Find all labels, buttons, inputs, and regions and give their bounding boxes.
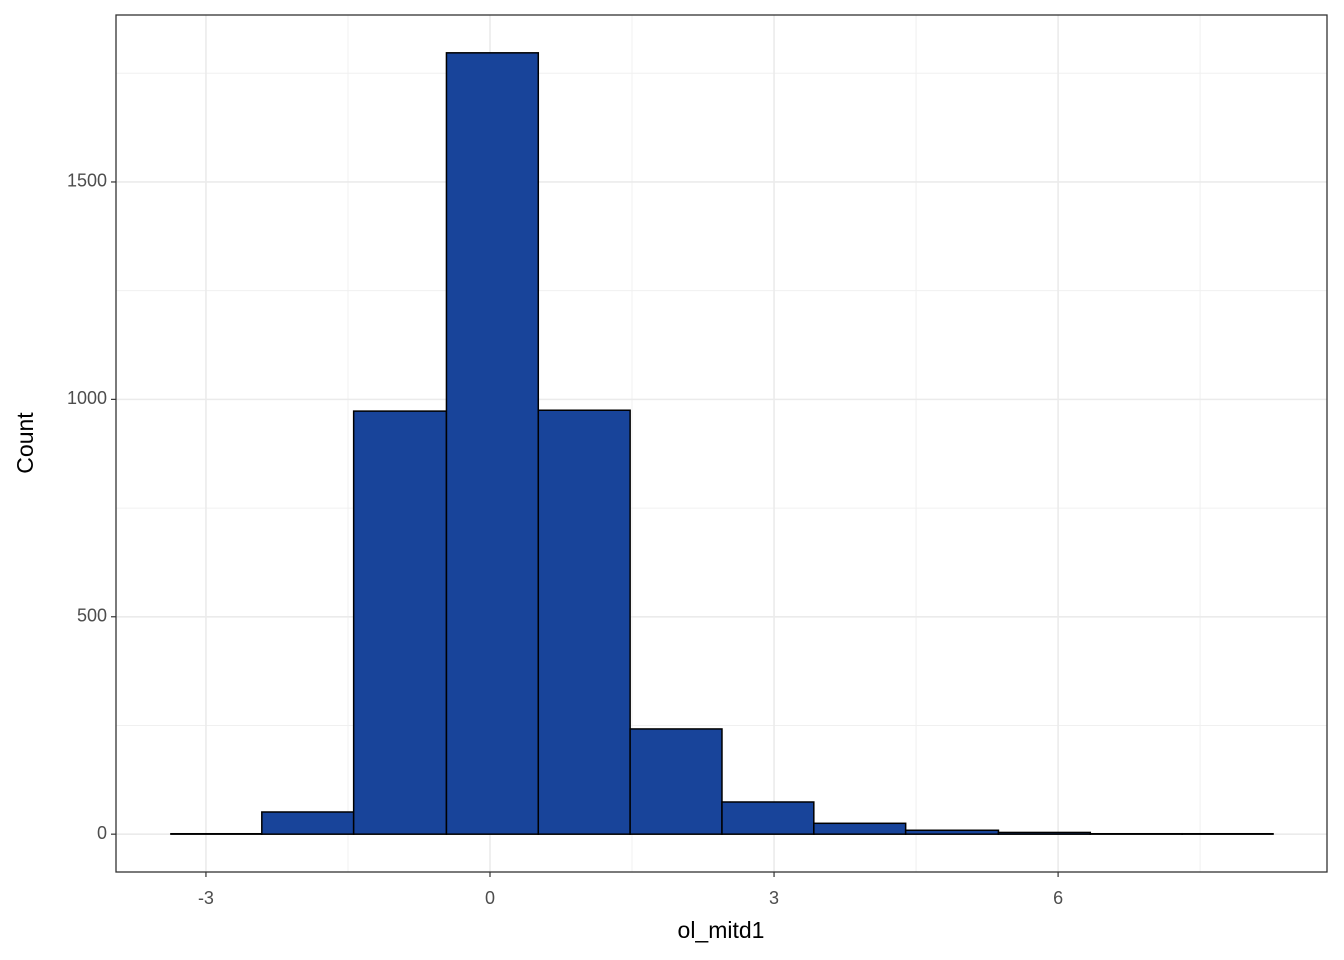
x-tick-label: 3 [769, 888, 779, 908]
bar [904, 829, 1000, 835]
bar [997, 831, 1092, 835]
bar [629, 728, 723, 835]
x-tick-label: -3 [198, 888, 214, 908]
y-axis-label: Count [12, 412, 38, 474]
bar [352, 410, 448, 835]
bar [261, 811, 355, 835]
bar [445, 52, 540, 835]
y-tick-label: 0 [97, 823, 107, 843]
bar [537, 409, 631, 835]
x-axis-label: ol_mitd1 [678, 917, 765, 943]
bars [170, 52, 1274, 835]
panel-border [115, 14, 1328, 873]
x-tick-label: 6 [1053, 888, 1063, 908]
bar [813, 822, 907, 835]
y-tick-label: 500 [77, 606, 107, 626]
bar [721, 801, 815, 835]
y-tick-label: 1000 [67, 388, 107, 408]
x-tick-label: 0 [485, 888, 495, 908]
y-tick-label: 1500 [67, 171, 107, 191]
